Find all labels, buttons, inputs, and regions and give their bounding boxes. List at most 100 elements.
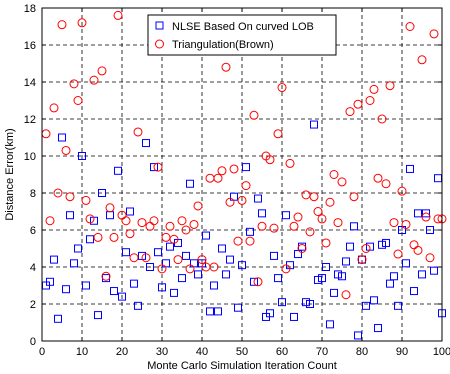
triangulation-point <box>81 195 91 205</box>
x-tick-label: 10 <box>76 346 88 358</box>
nlse-point <box>346 242 354 251</box>
triangulation-point <box>273 129 283 139</box>
x-tick-label: 80 <box>356 346 368 358</box>
plot-area <box>42 8 442 341</box>
y-tick-label: 6 <box>30 225 36 237</box>
nlse-point <box>226 255 234 264</box>
nlse-point <box>250 277 258 286</box>
triangulation-point <box>233 236 243 246</box>
triangulation-point <box>417 55 427 65</box>
nlse-point <box>246 227 254 236</box>
nlse-point <box>410 287 418 296</box>
triangulation-point <box>185 264 195 274</box>
legend-box <box>147 14 337 56</box>
triangulation-point <box>289 221 299 231</box>
nlse-point <box>202 231 210 240</box>
nlse-point <box>310 120 318 129</box>
triangulation-point <box>217 166 227 176</box>
nlse-point <box>354 331 362 340</box>
triangulation-point <box>325 197 335 207</box>
triangulation-point <box>385 81 395 91</box>
nlse-point <box>322 263 330 271</box>
triangulation-point <box>269 223 279 233</box>
triangulation-point <box>333 218 343 228</box>
triangulation-point <box>357 255 367 265</box>
triangulation-point <box>105 203 115 213</box>
triangulation-point <box>361 244 371 253</box>
triangulation-point <box>137 218 147 228</box>
triangulation-point <box>413 245 423 255</box>
nlse-point <box>122 248 130 257</box>
x-tick-label: 20 <box>116 346 128 358</box>
nlse-point <box>406 164 414 173</box>
x-tick-label: 30 <box>156 346 168 358</box>
nlse-point <box>234 303 242 312</box>
nlse-point <box>218 244 226 253</box>
nlse-point <box>186 179 194 188</box>
nlse-point <box>270 251 278 260</box>
triangulation-point <box>277 83 287 93</box>
triangulation-point <box>133 127 143 137</box>
triangulation-point <box>297 244 307 253</box>
nlse-point <box>146 263 154 271</box>
nlse-point <box>126 207 134 216</box>
legend-label-triangulation: Triangulation(Brown) <box>172 39 274 51</box>
y-tick-label: 18 <box>24 3 36 15</box>
nlse-point <box>82 281 90 290</box>
nlse-point <box>350 222 358 231</box>
nlse-point <box>70 259 78 268</box>
triangulation-point <box>109 232 119 242</box>
triangulation-point <box>237 195 247 205</box>
nlse-point <box>430 266 438 275</box>
triangulation-point <box>305 227 315 237</box>
nlse-point <box>362 301 370 310</box>
nlse-point <box>194 270 202 279</box>
x-tick-label: 90 <box>396 346 408 358</box>
triangulation-point <box>85 214 95 224</box>
triangulation-point <box>257 221 267 231</box>
nlse-point <box>178 274 186 283</box>
triangulation-point <box>197 255 207 265</box>
triangulation-point <box>121 216 131 226</box>
triangulation-point <box>57 20 67 30</box>
legend-label-nlse: NLSE Based On curved LOB <box>172 21 314 33</box>
triangulation-point <box>229 164 239 174</box>
nlse-point <box>58 133 66 142</box>
nlse-point <box>170 288 178 297</box>
triangulation-point <box>281 264 291 274</box>
nlse-point <box>166 242 174 251</box>
triangulation-point <box>45 216 55 226</box>
triangulation-point <box>293 212 303 222</box>
legend: NLSE Based On curved LOB Triangulation(B… <box>147 14 337 56</box>
x-tick-label: 0 <box>39 346 45 358</box>
nlse-point <box>206 307 214 316</box>
legend-marker-triangulation <box>155 39 164 49</box>
triangulation-point <box>397 186 407 196</box>
triangulation-point <box>129 253 139 263</box>
triangulation-point <box>381 179 391 189</box>
triangulation-point <box>313 207 323 216</box>
y-tick-label: 16 <box>24 40 36 52</box>
legend-marker-nlse <box>155 21 164 30</box>
triangulation-point <box>425 253 435 263</box>
nlse-point <box>86 235 94 244</box>
nlse-point <box>266 309 274 318</box>
nlse-point <box>158 283 166 292</box>
triangulation-point <box>193 201 203 211</box>
nlse-point <box>222 270 230 279</box>
triangulation-point <box>309 192 319 202</box>
nlse-point <box>418 270 426 279</box>
nlse-point <box>402 259 410 268</box>
triangulation-point <box>241 181 251 191</box>
nlse-point <box>318 274 326 283</box>
nlse-point <box>142 139 150 148</box>
nlse-point <box>62 285 70 294</box>
triangulation-point <box>77 18 87 28</box>
triangulation-point <box>369 84 379 94</box>
triangulation-point <box>169 234 179 244</box>
nlse-point <box>46 277 54 286</box>
data-markers <box>41 10 447 340</box>
nlse-point <box>134 301 142 310</box>
nlse-point <box>426 226 434 234</box>
